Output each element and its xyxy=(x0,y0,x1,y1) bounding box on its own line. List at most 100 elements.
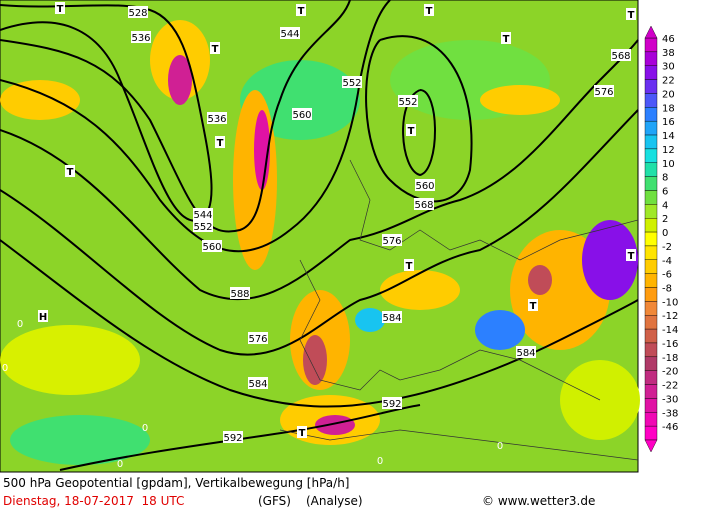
colorbar-label: 30 xyxy=(662,62,675,73)
label-bg xyxy=(38,310,48,322)
label-bg xyxy=(248,332,268,344)
label-bg xyxy=(382,234,402,246)
zero-contour-label: 0 xyxy=(497,441,503,452)
colorbar-label: -10 xyxy=(662,297,678,308)
colorbar-cell xyxy=(644,356,658,371)
colorbar-label: 12 xyxy=(662,145,675,156)
label-bg xyxy=(202,240,222,252)
pressure-center: T xyxy=(530,301,537,312)
label-bg xyxy=(611,49,631,61)
colorbar-cell xyxy=(644,328,658,344)
colorbar-label: -38 xyxy=(662,408,678,419)
colorbar-cell xyxy=(644,190,658,205)
label-bg xyxy=(501,32,511,44)
colorbar-label: 46 xyxy=(662,34,675,45)
contour-label: 568 xyxy=(611,51,630,62)
colorbar-label: 16 xyxy=(662,117,675,128)
vertical-motion-field xyxy=(0,20,640,465)
colorbar-label: -46 xyxy=(662,422,678,433)
label-bg xyxy=(594,85,614,97)
label-bg xyxy=(406,124,416,136)
colorbar-label: -14 xyxy=(662,325,678,336)
contour-label: 552 xyxy=(398,97,417,108)
colorbar-cell xyxy=(644,245,658,260)
contour-label: 576 xyxy=(382,236,401,247)
label-bg xyxy=(193,220,213,232)
zero-contour-label: 0 xyxy=(142,423,148,434)
label-bg xyxy=(342,76,362,88)
zero-contour-label: 0 xyxy=(2,363,8,374)
colorbar-cell xyxy=(644,231,658,247)
colorbar-cell xyxy=(644,273,658,288)
credit: © www.wetter3.de xyxy=(482,494,596,508)
contour-label: 528 xyxy=(128,8,147,19)
label-bg xyxy=(424,4,434,16)
colorbar-arrow-top xyxy=(644,25,658,39)
pressure-center: T xyxy=(426,6,433,17)
contour-label: 576 xyxy=(248,334,267,345)
colorbar-label: 6 xyxy=(662,186,668,197)
colorbar-cell xyxy=(644,425,658,441)
colorbar-cell xyxy=(644,218,658,233)
contour-label: 592 xyxy=(382,399,401,410)
contour-label: 592 xyxy=(223,433,242,444)
pressure-center: T xyxy=(628,251,635,262)
label-bg xyxy=(292,108,312,120)
label-bg xyxy=(414,198,434,210)
contour-label: 536 xyxy=(131,33,150,44)
colorbar-cell xyxy=(644,412,658,427)
colorbar-label: 18 xyxy=(662,103,675,114)
contour-label: 568 xyxy=(414,200,433,211)
label-bg xyxy=(210,42,220,54)
pressure-center: T xyxy=(299,428,306,439)
colorbar-cell xyxy=(644,204,658,219)
contour-label: 544 xyxy=(280,29,299,40)
pressure-center: T xyxy=(298,6,305,17)
colorbar-label: 8 xyxy=(662,173,668,184)
label-bg xyxy=(398,95,418,107)
label-bg xyxy=(65,165,75,177)
colorbar-cell xyxy=(644,148,658,163)
colorbar-cell xyxy=(644,259,658,274)
colorbar-cell xyxy=(644,342,658,358)
zero-contour-label: 0 xyxy=(377,456,383,467)
pressure-center: T xyxy=(217,138,224,149)
coastlines xyxy=(279,159,639,461)
contour-label: 544 xyxy=(193,210,212,221)
contour-label: 560 xyxy=(202,242,221,253)
label-bg xyxy=(296,4,306,16)
label-bg xyxy=(230,287,250,299)
label-bg xyxy=(207,112,227,124)
colorbar-label: 0 xyxy=(662,228,668,239)
colorbar-label: -6 xyxy=(662,270,672,281)
colorbar-label: 4 xyxy=(662,200,668,211)
run-type: (Analyse) xyxy=(306,494,363,508)
colorbar-label: 20 xyxy=(662,89,675,100)
contour-label: 584 xyxy=(382,313,401,324)
label-bg xyxy=(55,2,65,14)
label-bg xyxy=(193,208,213,220)
colorbar-cell xyxy=(644,120,658,136)
contour-label: 584 xyxy=(516,348,535,359)
colorbar-label: -12 xyxy=(662,311,678,322)
zero-contour-label: 0 xyxy=(117,459,123,470)
colorbar-cell xyxy=(644,315,658,330)
colorbar-cell xyxy=(644,37,658,53)
valid-date: Dienstag, 18-07-2017 18 UTC xyxy=(3,494,185,508)
label-bg xyxy=(223,431,243,443)
colorbar-cell xyxy=(644,51,658,66)
colorbar-label: -4 xyxy=(662,256,672,267)
label-bg xyxy=(382,397,402,409)
colorbar-label: -18 xyxy=(662,353,678,364)
colorbar-cell xyxy=(644,65,658,80)
pressure-center: T xyxy=(408,126,415,137)
model: (GFS) xyxy=(258,494,291,508)
colorbar-label: 38 xyxy=(662,48,675,59)
colorbar-label: 14 xyxy=(662,131,675,142)
label-bg xyxy=(626,8,636,20)
colorbar: 4638302220181614121086420-2-4-6-8-10-12-… xyxy=(644,25,678,453)
colorbar-label: -30 xyxy=(662,394,678,405)
colorbar-cell xyxy=(644,134,658,150)
zero-contour-label: 0 xyxy=(17,319,23,330)
